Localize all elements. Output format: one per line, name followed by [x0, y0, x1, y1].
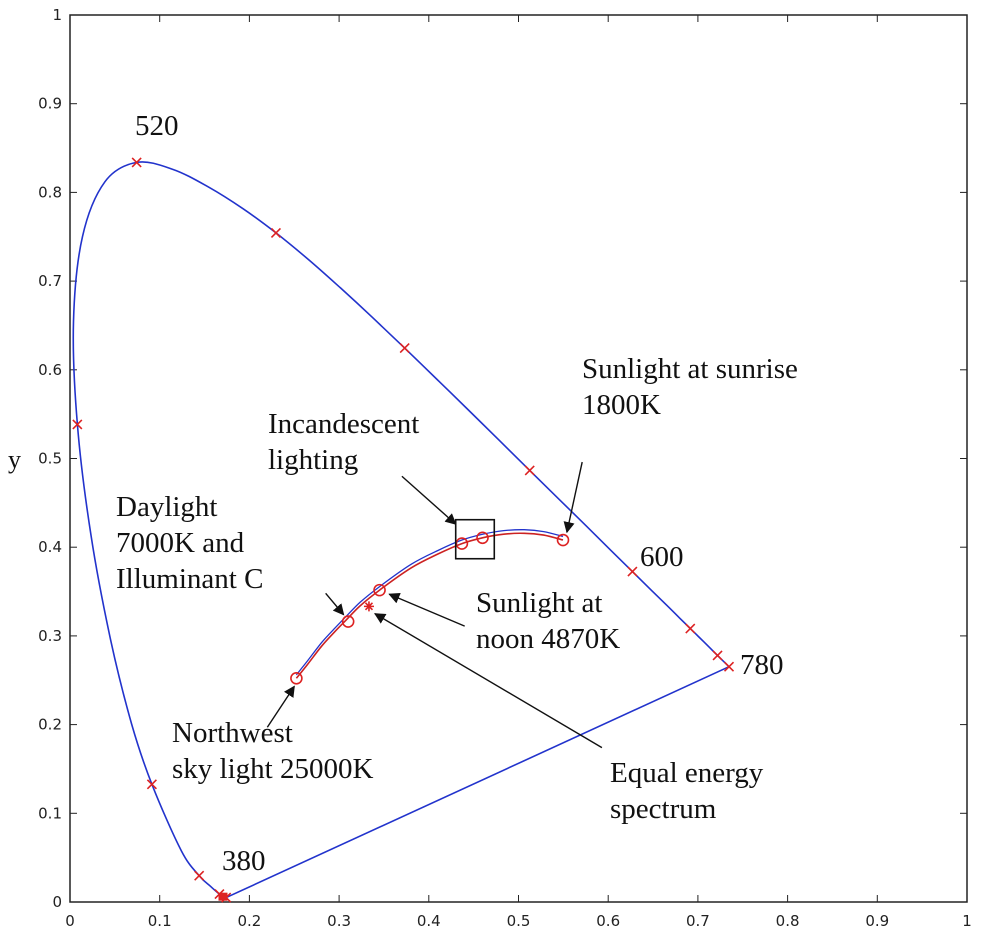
x-tick-label: 0.6 [596, 912, 620, 930]
y-tick-label: 0.2 [38, 716, 62, 734]
sunrise-arrow [563, 461, 583, 534]
label-noon-line2: noon 4870K [476, 623, 620, 655]
equal-energy-arrow [374, 613, 603, 749]
label-noon-line1: Sunlight at [476, 587, 602, 619]
x-marker [72, 419, 83, 430]
blackbody-locus-blue [295, 529, 564, 676]
spectral-locus-curve [72, 161, 730, 899]
x-marker [399, 343, 410, 354]
x-marker [712, 650, 723, 661]
x-marker [524, 465, 535, 476]
y-tick-label: 0.8 [38, 183, 62, 201]
y-tick-label: 0.7 [38, 272, 62, 290]
incandescent-box [454, 518, 496, 560]
noon-arrow [388, 592, 465, 627]
purple-line [225, 665, 730, 899]
highlight-box-group [454, 518, 496, 560]
label-daylight-line2: 7000K and [116, 527, 245, 559]
star-marker [363, 601, 374, 612]
daylight-arrow [325, 592, 345, 616]
circle-marker [476, 531, 489, 545]
label-northwest-line1: Northwest [172, 717, 293, 749]
y-tick-label: 1 [52, 6, 62, 24]
label-520: 520 [135, 110, 179, 142]
circle-marker [290, 671, 303, 685]
x-tick-label: 0.7 [686, 912, 710, 930]
y-tick-label: 0 [52, 893, 62, 911]
blackbody-locus-red [295, 532, 564, 679]
x-marker [194, 870, 205, 881]
markers [72, 157, 735, 903]
x-tick-label: 0.9 [865, 912, 889, 930]
label-sunrise-line1: Sunlight at sunrise [582, 353, 798, 385]
label-incandescent-line1: Incandescent [268, 408, 419, 440]
x-tick-label: 0.5 [507, 912, 531, 930]
x-marker [146, 779, 157, 790]
label-380: 380 [222, 845, 266, 877]
x-tick-label: 0.1 [148, 912, 172, 930]
label-daylight-line1: Daylight [116, 491, 218, 523]
y-axis: 0 0.1 0.2 0.3 0.4 0.5 0.6 0.7 0.8 0.9 1 [38, 6, 967, 911]
x-tick-label: 0.2 [237, 912, 261, 930]
x-marker [627, 566, 638, 577]
label-northwest-line2: sky light 25000K [172, 753, 373, 785]
x-tick-label: 1 [962, 912, 972, 930]
y-axis-label: y [8, 445, 21, 474]
violet-end-marker [218, 892, 228, 901]
circle-marker [556, 533, 570, 547]
x-marker [685, 623, 696, 634]
x-tick-label: 0.4 [417, 912, 441, 930]
northwest-arrow [266, 685, 295, 728]
x-tick-label: 0 [65, 912, 75, 930]
label-daylight-line3: Illuminant C [116, 563, 263, 595]
label-equal-energy-line2: spectrum [610, 793, 717, 825]
y-tick-label: 0.6 [38, 361, 62, 379]
y-tick-label: 0.4 [38, 538, 62, 556]
y-tick-label: 0.5 [38, 450, 62, 468]
x-marker [131, 157, 142, 168]
curves [72, 161, 730, 899]
x-marker [723, 661, 735, 672]
circle-marker [341, 615, 355, 628]
annotation-arrows [266, 461, 603, 749]
x-axis: 0 0.1 0.2 0.3 0.4 0.5 0.6 0.7 0.8 0.9 1 [65, 15, 972, 930]
annotations: 520 600 780 380 Sunlight at sunrise 1800… [116, 110, 798, 877]
label-incandescent-line2: lighting [268, 444, 358, 476]
label-equal-energy-line1: Equal energy [610, 757, 764, 789]
incandescent-arrow [401, 475, 457, 525]
x-marker [270, 227, 282, 239]
label-780: 780 [740, 649, 784, 681]
y-tick-label: 0.1 [38, 804, 62, 822]
x-tick-label: 0.3 [327, 912, 351, 930]
y-tick-label: 0.3 [38, 627, 62, 645]
circle-marker [373, 583, 386, 597]
label-sunrise-line2: 1800K [582, 389, 661, 421]
label-600: 600 [640, 541, 684, 573]
y-tick-label: 0.9 [38, 95, 62, 113]
x-tick-label: 0.8 [776, 912, 800, 930]
